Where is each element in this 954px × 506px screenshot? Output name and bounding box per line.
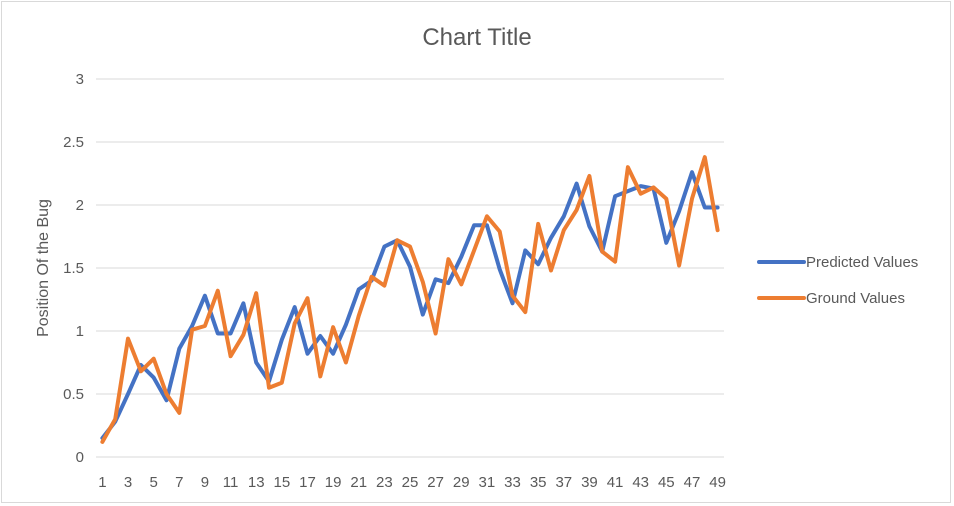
x-tick-label: 49 xyxy=(709,474,726,491)
series-line-ground xyxy=(100,155,720,444)
x-tick-label: 21 xyxy=(350,474,367,491)
x-tick-label: 17 xyxy=(299,474,316,491)
x-tick-label: 41 xyxy=(607,474,624,491)
y-tick-label: 1.5 xyxy=(63,260,84,277)
x-tick-label: 43 xyxy=(632,474,649,491)
series-lines xyxy=(100,155,720,444)
x-tick-label: 29 xyxy=(453,474,470,491)
y-tick-label: 0 xyxy=(76,449,84,466)
x-tick-labels: 1 3 5 7 9 11 13 15 17 19 21 23 25 27 29 31 33 35 37 39 41 43 4… xyxy=(98,474,726,491)
x-tick-label: 37 xyxy=(555,474,572,491)
y-axis-label: Position Of the Bug xyxy=(35,199,52,337)
y-tick-label: 2 xyxy=(76,197,84,214)
x-tick-label: 35 xyxy=(530,474,547,491)
x-tick-label: 13 xyxy=(248,474,265,491)
y-tick-label: 2.5 xyxy=(63,134,84,151)
x-tick-label: 5 xyxy=(150,474,158,491)
legend: Predicted Values Ground Values xyxy=(757,254,918,307)
legend-label: Ground Values xyxy=(806,290,905,307)
x-tick-label: 45 xyxy=(658,474,675,491)
x-tick-label: 31 xyxy=(479,474,496,491)
legend-label: Predicted Values xyxy=(806,254,918,271)
series-line-predicted xyxy=(100,170,720,441)
gridlines xyxy=(96,78,724,458)
x-tick-label: 23 xyxy=(376,474,393,491)
x-tick-label: 47 xyxy=(684,474,701,491)
x-tick-label: 1 xyxy=(98,474,106,491)
y-tick-label: 1 xyxy=(76,323,84,340)
y-tick-labels: 0 0.5 1 1.5 2 2.5 3 xyxy=(63,71,84,466)
x-tick-label: 9 xyxy=(201,474,209,491)
x-tick-label: 25 xyxy=(402,474,419,491)
x-tick-label: 7 xyxy=(175,474,183,491)
x-tick-label: 33 xyxy=(504,474,521,491)
y-tick-label: 0.5 xyxy=(63,386,84,403)
x-tick-label: 39 xyxy=(581,474,598,491)
x-tick-label: 11 xyxy=(223,474,239,491)
chart-title: Chart Title xyxy=(422,24,531,51)
x-tick-label: 27 xyxy=(427,474,444,491)
x-tick-label: 3 xyxy=(124,474,132,491)
y-tick-label: 3 xyxy=(76,71,84,88)
x-tick-label: 15 xyxy=(273,474,290,491)
x-tick-label: 19 xyxy=(325,474,342,491)
